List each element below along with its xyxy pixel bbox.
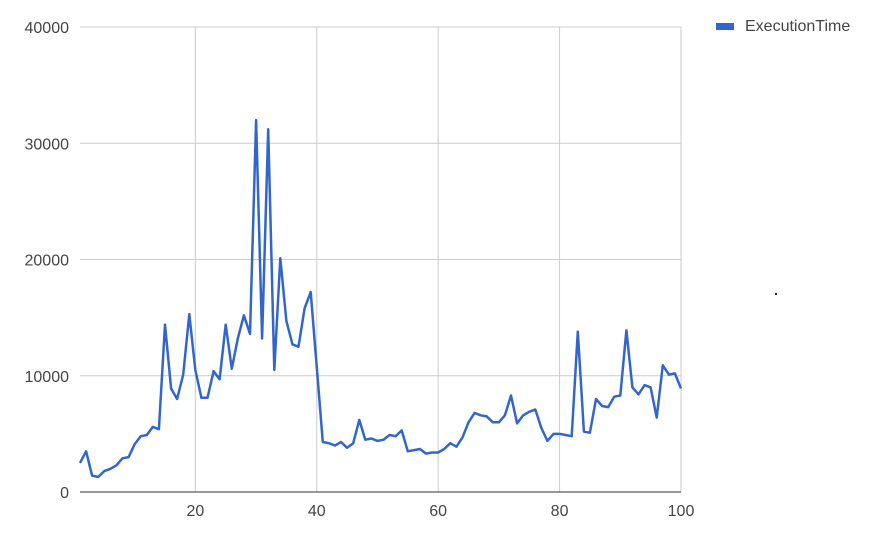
legend-swatch — [716, 23, 734, 30]
y-tick-label: 0 — [60, 485, 69, 502]
series-line-execution-time — [78, 118, 683, 479]
y-axis-ticks: 0 10000 20000 30000 40000 — [25, 20, 70, 502]
x-tick-label: 40 — [308, 503, 326, 520]
gridlines — [80, 26, 682, 492]
y-tick-label: 30000 — [25, 136, 70, 153]
x-tick-label: 100 — [668, 503, 695, 520]
y-tick-label: 20000 — [25, 253, 70, 270]
legend-label: ExecutionTime — [745, 18, 850, 35]
y-tick-label: 10000 — [25, 369, 70, 386]
x-tick-label: 60 — [429, 503, 447, 520]
x-tick-label: 20 — [186, 503, 204, 520]
x-tick-label: 80 — [551, 503, 569, 520]
y-tick-label: 40000 — [25, 20, 70, 37]
stray-dot — [775, 293, 777, 295]
legend[interactable]: ExecutionTime — [716, 18, 850, 35]
x-axis-ticks: 20 40 60 80 100 — [186, 503, 694, 520]
series-group — [78, 118, 683, 479]
